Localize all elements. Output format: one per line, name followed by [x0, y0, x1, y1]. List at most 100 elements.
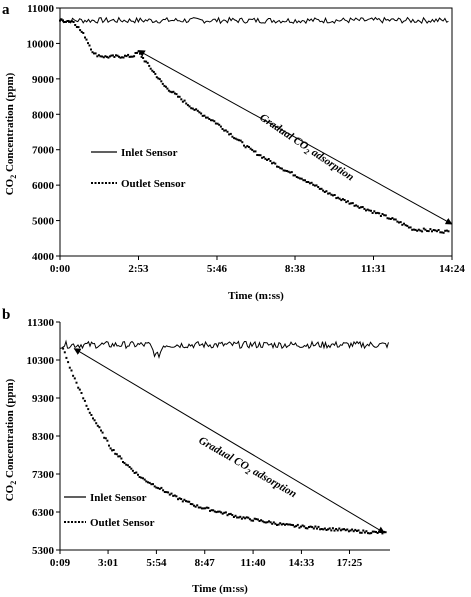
- panel-b-y-ticks: 5300 6300 7300 8300 9300 10300 11300: [27, 317, 60, 557]
- series-point: [357, 529, 360, 532]
- series-point: [66, 20, 69, 22]
- series-point: [407, 226, 410, 229]
- series-point: [368, 532, 371, 535]
- panel-a-y-axis-label: CO: [4, 178, 16, 195]
- series-point: [259, 154, 262, 157]
- series-point: [437, 229, 440, 231]
- series-point: [116, 54, 119, 57]
- series-point: [62, 19, 64, 22]
- x-tick-label: 8:38: [285, 263, 306, 275]
- series-point: [125, 55, 128, 58]
- series-point: [105, 55, 108, 58]
- y-tick-label: 7000: [32, 145, 55, 157]
- panel-a-legend-inlet-label: Inlet Sensor: [121, 147, 178, 159]
- series-point: [93, 419, 96, 422]
- x-tick-label: 5:46: [207, 263, 228, 275]
- panel-a-letter: a: [2, 2, 10, 18]
- series-point: [160, 80, 163, 83]
- series-point: [113, 56, 116, 58]
- series-point: [93, 52, 95, 55]
- series-point: [99, 55, 102, 58]
- series-point: [88, 411, 91, 414]
- series-point: [108, 444, 110, 447]
- series-point: [331, 527, 334, 530]
- series-point: [346, 528, 349, 531]
- series-point: [196, 504, 199, 507]
- series-point: [178, 95, 181, 98]
- chart-panel-b: b CO2 Concentration (ppm) Time (m:ss) 53…: [2, 307, 390, 595]
- y-tick-label: 6000: [32, 180, 55, 192]
- series-point: [231, 135, 234, 138]
- series-point: [229, 132, 232, 135]
- series-outlet-sensor: [59, 18, 450, 234]
- series-point: [137, 473, 139, 476]
- series-point: [67, 361, 70, 364]
- series-point: [71, 20, 74, 23]
- series-point: [122, 56, 125, 59]
- series-point: [416, 229, 419, 232]
- chart-panel-a: a CO2 Concentration (ppm) Time (m:ss) 40…: [2, 2, 465, 302]
- y-tick-label: 10300: [27, 355, 55, 367]
- series-point: [362, 529, 365, 532]
- panel-b-legend-outlet-label: Outlet Sensor: [90, 517, 155, 529]
- series-point: [218, 123, 221, 126]
- series-point: [200, 112, 203, 115]
- series-point: [115, 54, 117, 57]
- series-point: [69, 20, 72, 23]
- series-point: [214, 122, 217, 125]
- series-point: [88, 44, 91, 47]
- series-point: [131, 55, 134, 58]
- series-point: [406, 224, 409, 227]
- series-point: [226, 130, 229, 133]
- series-point: [442, 231, 445, 234]
- series-point: [203, 114, 206, 117]
- series-point: [432, 229, 435, 231]
- y-tick-label: 11300: [27, 317, 54, 329]
- series-point: [90, 414, 93, 416]
- series-point: [65, 356, 68, 359]
- y-tick-label: 8000: [32, 109, 55, 121]
- series-point: [101, 431, 104, 434]
- series-point: [135, 471, 138, 474]
- series-point: [149, 67, 152, 70]
- panel-b-y-axis-title: CO2 Concentration (ppm): [4, 378, 18, 501]
- series-point: [434, 229, 437, 232]
- series-point: [158, 78, 161, 81]
- x-tick-label: 0:00: [50, 263, 71, 275]
- series-point: [152, 71, 155, 73]
- series-point: [414, 228, 417, 231]
- x-tick-label: 14:33: [289, 557, 315, 569]
- series-point: [87, 42, 89, 45]
- series-point: [63, 21, 66, 23]
- series-point: [274, 162, 277, 165]
- panel-b-letter: b: [2, 307, 10, 323]
- series-point: [424, 228, 427, 231]
- series-point: [111, 54, 114, 57]
- series-point: [399, 221, 402, 224]
- series-point: [267, 158, 270, 160]
- panel-b-x-ticks: 0:09 3:01 5:54 8:47 11:40 14:33 17:25: [50, 550, 363, 569]
- series-point: [167, 491, 170, 494]
- panel-a-x-axis-label: Time (m:ss): [228, 290, 284, 302]
- series-point: [183, 99, 186, 102]
- series-point: [80, 392, 83, 394]
- series-point: [109, 447, 112, 450]
- series-point: [160, 486, 163, 489]
- series-point: [401, 223, 404, 226]
- series-point: [120, 457, 123, 460]
- series-point: [125, 463, 128, 466]
- series-point: [100, 429, 102, 432]
- series-point: [180, 498, 183, 500]
- series-point: [92, 417, 94, 420]
- adsorption-arrow-line: [73, 348, 386, 534]
- panel-a-legend-outlet-label: Outlet Sensor: [121, 178, 186, 190]
- series-point: [373, 210, 376, 213]
- series-point: [127, 53, 130, 56]
- series-point: [394, 218, 397, 221]
- y-tick-label: 8300: [32, 431, 55, 443]
- series-point: [59, 19, 61, 22]
- series-point: [152, 483, 154, 486]
- series-point: [164, 85, 167, 88]
- series-point: [166, 87, 169, 90]
- series-point: [87, 408, 90, 411]
